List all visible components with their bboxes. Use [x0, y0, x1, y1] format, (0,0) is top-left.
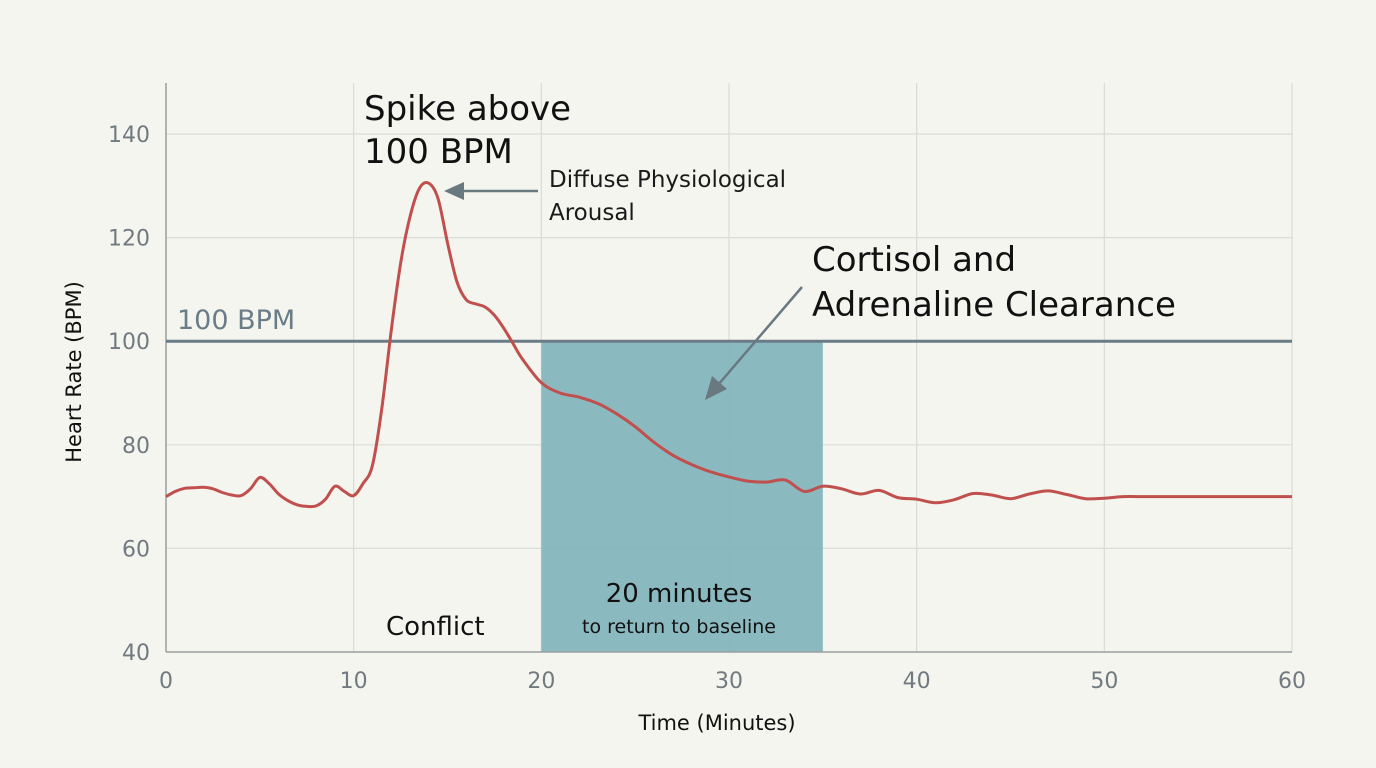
diffuse-annotation-line-2: Arousal	[549, 200, 635, 226]
cortisol-annotation-line-2: Adrenaline Clearance	[812, 285, 1176, 325]
conflict-label: Conflict	[386, 612, 485, 642]
recovery-duration-sublabel: to return to baseline	[582, 616, 776, 638]
spike-annotation-line-2: 100 BPM	[364, 132, 513, 172]
cortisol-clearance-arrow	[717, 286, 803, 386]
x-tick-label: 50	[1090, 669, 1118, 694]
recovery-duration-label: 20 minutes	[606, 579, 753, 609]
reference-line-label: 100 BPM	[177, 305, 295, 336]
spike-annotation-line-1: Spike above	[364, 89, 571, 129]
diffuse-annotation-line-1: Diffuse Physiological	[549, 167, 786, 193]
cortisol-clearance-arrowhead-icon	[705, 376, 727, 400]
y-tick-label: 40	[122, 641, 150, 666]
x-tick-label: 20	[527, 669, 555, 694]
x-axis-title: Time (Minutes)	[637, 711, 795, 735]
y-tick-label: 80	[122, 434, 150, 459]
y-axis-title: Heart Rate (BPM)	[62, 281, 86, 463]
diffuse-arousal-arrowhead-icon	[444, 182, 464, 200]
y-tick-label: 140	[108, 123, 150, 148]
x-tick-label: 40	[903, 669, 931, 694]
x-tick-label: 0	[159, 669, 173, 694]
x-tick-label: 60	[1278, 669, 1306, 694]
axes	[165, 83, 1292, 653]
x-tick-label: 10	[340, 669, 368, 694]
tick-labels: 40 60 80 100 120 140 0 10 20 30 40 50 60	[108, 123, 1306, 694]
heart-rate-series-line	[165, 181, 1292, 509]
x-tick-label: 30	[715, 669, 743, 694]
recovery-shaded-region	[541, 341, 823, 652]
y-tick-label: 60	[122, 537, 150, 562]
cortisol-annotation-line-1: Cortisol and	[812, 240, 1016, 280]
y-tick-label: 120	[108, 227, 150, 252]
y-tick-label: 100	[108, 330, 150, 355]
